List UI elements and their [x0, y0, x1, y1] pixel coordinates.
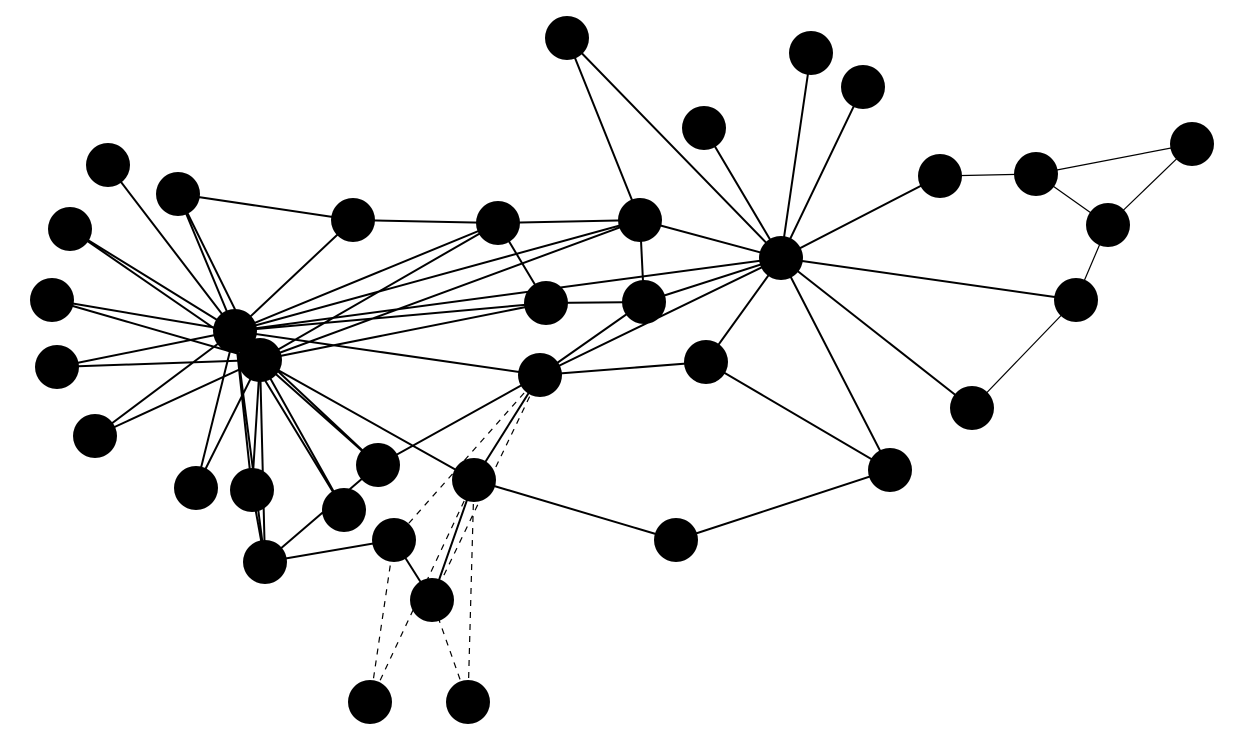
graph-node — [243, 540, 287, 584]
graph-node — [48, 207, 92, 251]
graph-node — [372, 518, 416, 562]
graph-edge — [1036, 144, 1192, 174]
graph-edge — [235, 220, 640, 331]
graph-node — [868, 448, 912, 492]
graph-node — [73, 414, 117, 458]
graph-edge — [781, 176, 940, 258]
graph-edge — [474, 480, 676, 540]
graph-node — [35, 345, 79, 389]
graph-node — [452, 458, 496, 502]
graph-node — [238, 338, 282, 382]
graph-node — [950, 386, 994, 430]
graph-edge — [468, 480, 474, 702]
graph-node — [446, 680, 490, 724]
graph-node — [759, 236, 803, 280]
graph-edge — [394, 375, 540, 540]
graph-node — [410, 578, 454, 622]
graph-edge — [70, 229, 235, 331]
graph-node — [30, 278, 74, 322]
graph-edge — [196, 331, 235, 488]
graph-node — [322, 488, 366, 532]
graph-node — [618, 198, 662, 242]
graph-node — [684, 340, 728, 384]
graph-node — [841, 65, 885, 109]
graph-node — [524, 281, 568, 325]
graph-edge — [235, 303, 546, 331]
graph-edge — [260, 360, 378, 465]
graph-node — [1086, 203, 1130, 247]
graph-edge — [676, 470, 890, 540]
graph-node — [348, 680, 392, 724]
graph-node — [86, 143, 130, 187]
graph-node — [476, 201, 520, 245]
graph-node — [518, 353, 562, 397]
graph-node — [331, 198, 375, 242]
graph-edge — [260, 223, 498, 360]
graph-edge — [704, 128, 781, 258]
graph-node — [174, 466, 218, 510]
graph-edge — [260, 220, 640, 360]
graph-node — [1014, 152, 1058, 196]
edges-layer — [52, 38, 1192, 702]
graph-edge — [567, 38, 640, 220]
network-graph — [0, 0, 1239, 738]
graph-edge — [235, 223, 498, 331]
graph-edge — [972, 300, 1076, 408]
graph-node — [356, 443, 400, 487]
graph-node — [545, 16, 589, 60]
graph-node — [156, 172, 200, 216]
graph-node — [918, 154, 962, 198]
graph-node — [1170, 122, 1214, 166]
graph-node — [230, 468, 274, 512]
graph-edge — [178, 194, 353, 220]
graph-edge — [378, 375, 540, 465]
graph-edge — [95, 360, 260, 436]
graph-edge — [567, 38, 781, 258]
graph-node — [622, 280, 666, 324]
graph-node — [654, 518, 698, 562]
graph-node — [1054, 278, 1098, 322]
graph-node — [789, 31, 833, 75]
nodes-layer — [30, 16, 1214, 724]
graph-node — [682, 106, 726, 150]
